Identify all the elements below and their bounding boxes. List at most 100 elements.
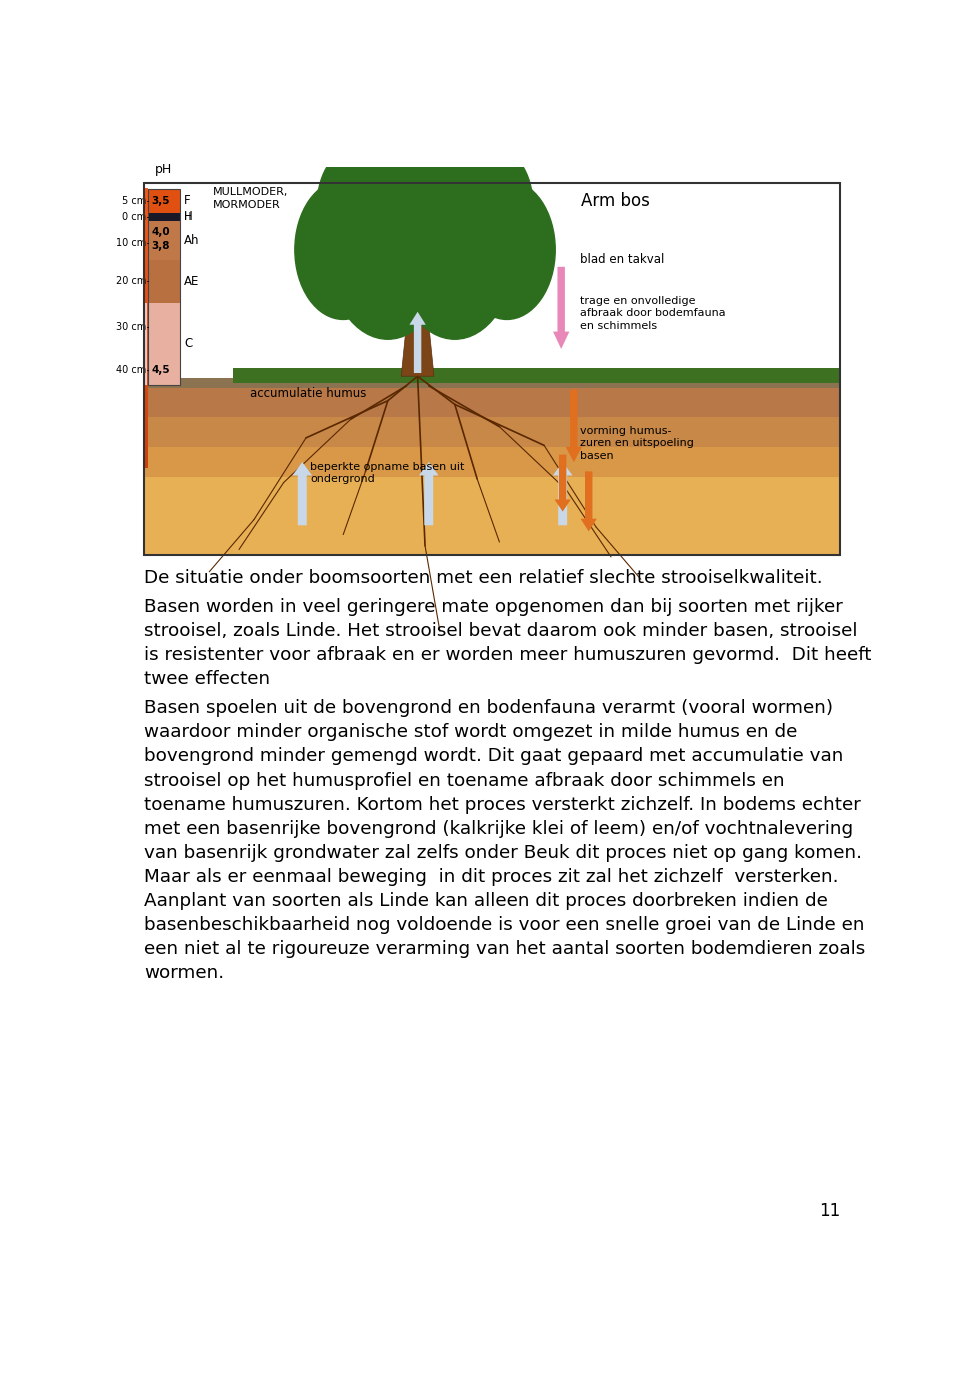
FancyArrow shape: [409, 312, 426, 373]
Bar: [145, 365, 148, 374]
Bar: [145, 345, 148, 356]
FancyArrow shape: [553, 267, 569, 349]
FancyArrow shape: [293, 462, 312, 525]
Text: H: H: [184, 212, 191, 221]
Bar: [145, 458, 148, 468]
Bar: [144, 418, 840, 447]
Bar: [148, 189, 180, 213]
Point: [493, 533, 505, 550]
Text: Aanplant van soorten als Linde kan alleen dit proces doorbreken indien de: Aanplant van soorten als Linde kan allee…: [144, 892, 828, 910]
Text: vorming humus-
zuren en uitspoeling
basen: vorming humus- zuren en uitspoeling base…: [580, 426, 694, 461]
Point: [561, 482, 572, 498]
Point: [434, 624, 445, 640]
Bar: [144, 388, 840, 418]
Text: Basen worden in veel geringere mate opgenomen dan bij soorten met rijker: Basen worden in veel geringere mate opge…: [144, 599, 843, 615]
Line: 2 pts: 2 pts: [306, 401, 388, 438]
FancyArrow shape: [565, 390, 582, 462]
Text: van basenrijk grondwater zal zelfs onder Beuk dit proces niet op gang komen.: van basenrijk grondwater zal zelfs onder…: [144, 844, 862, 862]
Line: 2 pts: 2 pts: [596, 528, 641, 579]
Point: [233, 541, 245, 558]
Bar: [144, 184, 840, 379]
Bar: [148, 303, 180, 384]
Bar: [144, 303, 147, 384]
Bar: [145, 281, 148, 291]
Bar: [148, 260, 180, 303]
Bar: [145, 327, 148, 337]
Text: bovengrond minder gemengd wordt. Dit gaat gepaard met accumulatie van: bovengrond minder gemengd wordt. Dit gaa…: [144, 748, 843, 766]
Point: [382, 393, 394, 409]
Line: 2 pts: 2 pts: [388, 376, 418, 401]
Line: 2 pts: 2 pts: [566, 490, 611, 557]
Bar: [233, 367, 840, 383]
Circle shape: [317, 155, 429, 316]
Text: 4,5: 4,5: [152, 365, 170, 374]
Bar: [145, 271, 148, 281]
Polygon shape: [401, 271, 434, 376]
Text: 11: 11: [819, 1201, 840, 1219]
Point: [539, 437, 550, 454]
Point: [204, 564, 215, 580]
Text: een niet al te rigoureuze verarming van het aantal soorten bodemdieren zoals: een niet al te rigoureuze verarming van …: [144, 941, 865, 958]
Text: is resistenter voor afbraak en er worden meer humuszuren gevormd.  Dit heeft: is resistenter voor afbraak en er worden…: [144, 646, 872, 664]
Line: 2 pts: 2 pts: [239, 483, 284, 550]
Circle shape: [451, 146, 533, 264]
Text: Arm bos: Arm bos: [581, 192, 650, 210]
Bar: [145, 411, 148, 422]
Point: [449, 397, 461, 413]
Point: [493, 419, 505, 436]
Text: wormen.: wormen.: [144, 965, 224, 983]
Line: 2 pts: 2 pts: [418, 376, 425, 546]
Point: [300, 430, 312, 447]
Point: [636, 571, 647, 587]
Point: [338, 526, 349, 543]
Text: 0 cm: 0 cm: [122, 212, 146, 221]
Bar: [145, 429, 148, 440]
Bar: [145, 317, 148, 329]
Circle shape: [354, 118, 495, 322]
Text: De situatie onder boomsoorten met een relatief slechte strooiselkwaliteit.: De situatie onder boomsoorten met een re…: [144, 569, 823, 587]
Line: 2 pts: 2 pts: [429, 386, 499, 427]
Bar: [145, 226, 148, 235]
Bar: [144, 477, 840, 555]
Point: [471, 470, 483, 487]
Bar: [145, 188, 148, 198]
Text: MULLMODER,
MORMODER: MULLMODER, MORMODER: [213, 187, 288, 210]
Line: 2 pts: 2 pts: [366, 401, 388, 472]
Text: accumulatie humus: accumulatie humus: [251, 387, 367, 400]
Line: 2 pts: 2 pts: [425, 546, 440, 632]
Point: [345, 411, 356, 427]
Bar: [145, 299, 148, 309]
Bar: [145, 290, 148, 301]
Line: 2 pts: 2 pts: [499, 427, 566, 490]
Line: 2 pts: 2 pts: [455, 405, 544, 445]
Bar: [144, 447, 840, 477]
Bar: [145, 373, 148, 384]
Text: 30 cm: 30 cm: [116, 323, 146, 333]
Text: 5 cm: 5 cm: [122, 196, 146, 206]
Text: met een basenrijke bovengrond (kalkrijke klei of leem) en/of vochtnalevering: met een basenrijke bovengrond (kalkrijke…: [144, 820, 852, 838]
Bar: [145, 393, 148, 402]
Point: [449, 397, 461, 413]
Point: [300, 430, 312, 447]
Point: [590, 519, 602, 536]
Point: [412, 367, 423, 384]
Point: [493, 419, 505, 436]
Text: 3,5: 3,5: [152, 196, 170, 206]
FancyArrow shape: [581, 472, 597, 532]
Point: [360, 464, 372, 480]
Bar: [145, 309, 148, 319]
Point: [345, 411, 356, 427]
Text: Basen spoelen uit de bovengrond en bodenfauna verarmt (vooral wormen): Basen spoelen uit de bovengrond en boden…: [144, 699, 833, 717]
Point: [400, 377, 412, 394]
Line: 2 pts: 2 pts: [284, 419, 350, 483]
Text: trage en onvolledige
afbraak door bodemfauna
en schimmels: trage en onvolledige afbraak door bodemf…: [580, 296, 726, 331]
Text: blad en takval: blad en takval: [580, 253, 664, 266]
Point: [539, 437, 550, 454]
Text: 40 cm: 40 cm: [116, 365, 146, 374]
Point: [278, 475, 290, 491]
Point: [278, 475, 290, 491]
Bar: [145, 196, 148, 207]
Bar: [145, 355, 148, 365]
Text: twee effecten: twee effecten: [144, 671, 270, 688]
Line: 2 pts: 2 pts: [455, 405, 477, 479]
